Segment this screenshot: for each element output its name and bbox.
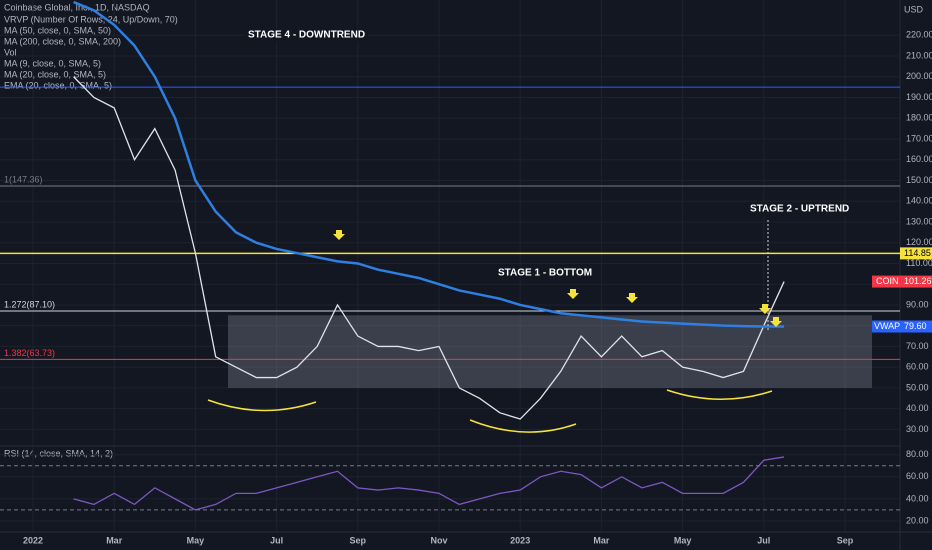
y-tick-label: 40.00: [906, 403, 929, 413]
y-tick-label: 80.00: [906, 449, 929, 459]
x-tick-label: May: [674, 535, 692, 545]
annotation: STAGE 1 - BOTTOM: [498, 268, 592, 279]
series-line: [73, 456, 785, 511]
y-tick-label: 180.00: [906, 113, 932, 123]
rsi-title: RSI (14, close, SMA, 14, 2): [4, 448, 113, 458]
bottom-curve: [207, 399, 317, 412]
price-tag-value: 101.26: [904, 276, 932, 286]
fib-label: 1.272(87.10): [4, 299, 55, 309]
indicator-label: MA (50, close, 0, SMA, 50): [4, 25, 111, 35]
x-tick-label: May: [187, 535, 205, 545]
level-tag: [900, 247, 932, 260]
fib-label: 1.382(63.73): [4, 348, 55, 358]
x-tick-label: 2022: [23, 535, 43, 545]
currency: USD: [904, 4, 924, 14]
annotation-box: [747, 202, 853, 216]
indicator-label: MA (20, close, 0, SMA, 5): [4, 69, 106, 79]
y-tick-label: 40.00: [906, 493, 929, 503]
y-tick-label: 170.00: [906, 133, 932, 143]
x-tick-label: 2023: [510, 535, 530, 545]
indicator-label: VRVP (Number Of Rows, 24, Up/Down, 70): [4, 14, 178, 24]
arrow-marker: [770, 317, 782, 327]
y-tick-label: 20.00: [906, 515, 929, 525]
chart-title: Coinbase Global, Inc., 1D, NASDAQ: [4, 2, 150, 12]
annotation-box: [245, 28, 369, 42]
bottom-curve: [666, 389, 773, 400]
x-tick-label: Sep: [350, 535, 367, 545]
y-tick-label: 60.00: [906, 471, 929, 481]
fib-label: 1(147.36): [4, 174, 43, 184]
y-tick-label: 70.00: [906, 341, 929, 351]
series-line: [73, 76, 785, 420]
level-tag-label: 114.85: [904, 248, 931, 258]
y-tick-label: 110.00: [906, 258, 932, 268]
y-tick-label: 200.00: [906, 71, 932, 81]
indicator-label: MA (9, close, 0, SMA, 5): [4, 58, 101, 68]
bottom-curve: [469, 419, 577, 433]
arrow-marker: [759, 304, 771, 314]
annotation: STAGE 2 - UPTREND: [750, 204, 849, 215]
y-tick-label: 60.00: [906, 362, 929, 372]
y-tick-label: 140.00: [906, 196, 932, 206]
x-tick-label: Mar: [593, 535, 610, 545]
annotation-box: [495, 266, 596, 280]
arrow-marker: [333, 230, 345, 240]
y-tick-label: 30.00: [906, 424, 929, 434]
vwap-tag: [872, 320, 932, 333]
y-tick-label: 160.00: [906, 154, 932, 164]
price-tag: [872, 275, 932, 288]
vwap-tag-name: VWAP: [874, 321, 900, 331]
y-tick-label: 210.00: [906, 50, 932, 60]
y-tick-label: 90.00: [906, 299, 929, 309]
indicator-label: Vol: [4, 47, 17, 57]
vwap-tag-value: 79.60: [904, 321, 927, 331]
x-tick-label: Sep: [837, 535, 854, 545]
x-tick-label: Jul: [757, 535, 770, 545]
arrow-marker: [567, 289, 579, 299]
y-tick-label: 120.00: [906, 237, 932, 247]
series-line: [73, 0, 785, 328]
y-tick-label: 220.00: [906, 30, 932, 40]
x-tick-label: Nov: [430, 535, 447, 545]
y-tick-label: 50.00: [906, 382, 929, 392]
indicator-label: MA (200, close, 0, SMA, 200): [4, 36, 121, 46]
x-tick-label: Mar: [106, 535, 123, 545]
y-tick-label: 130.00: [906, 216, 932, 226]
annotation: STAGE 4 - DOWNTREND: [248, 30, 365, 41]
x-tick-label: Jul: [270, 535, 283, 545]
indicator-label: EMA (20, close, 0, SMA, 5): [4, 80, 112, 90]
price-tag-name: COIN: [876, 276, 899, 286]
y-tick-label: 190.00: [906, 92, 932, 102]
y-tick-label: 150.00: [906, 175, 932, 185]
arrow-marker: [626, 293, 638, 303]
